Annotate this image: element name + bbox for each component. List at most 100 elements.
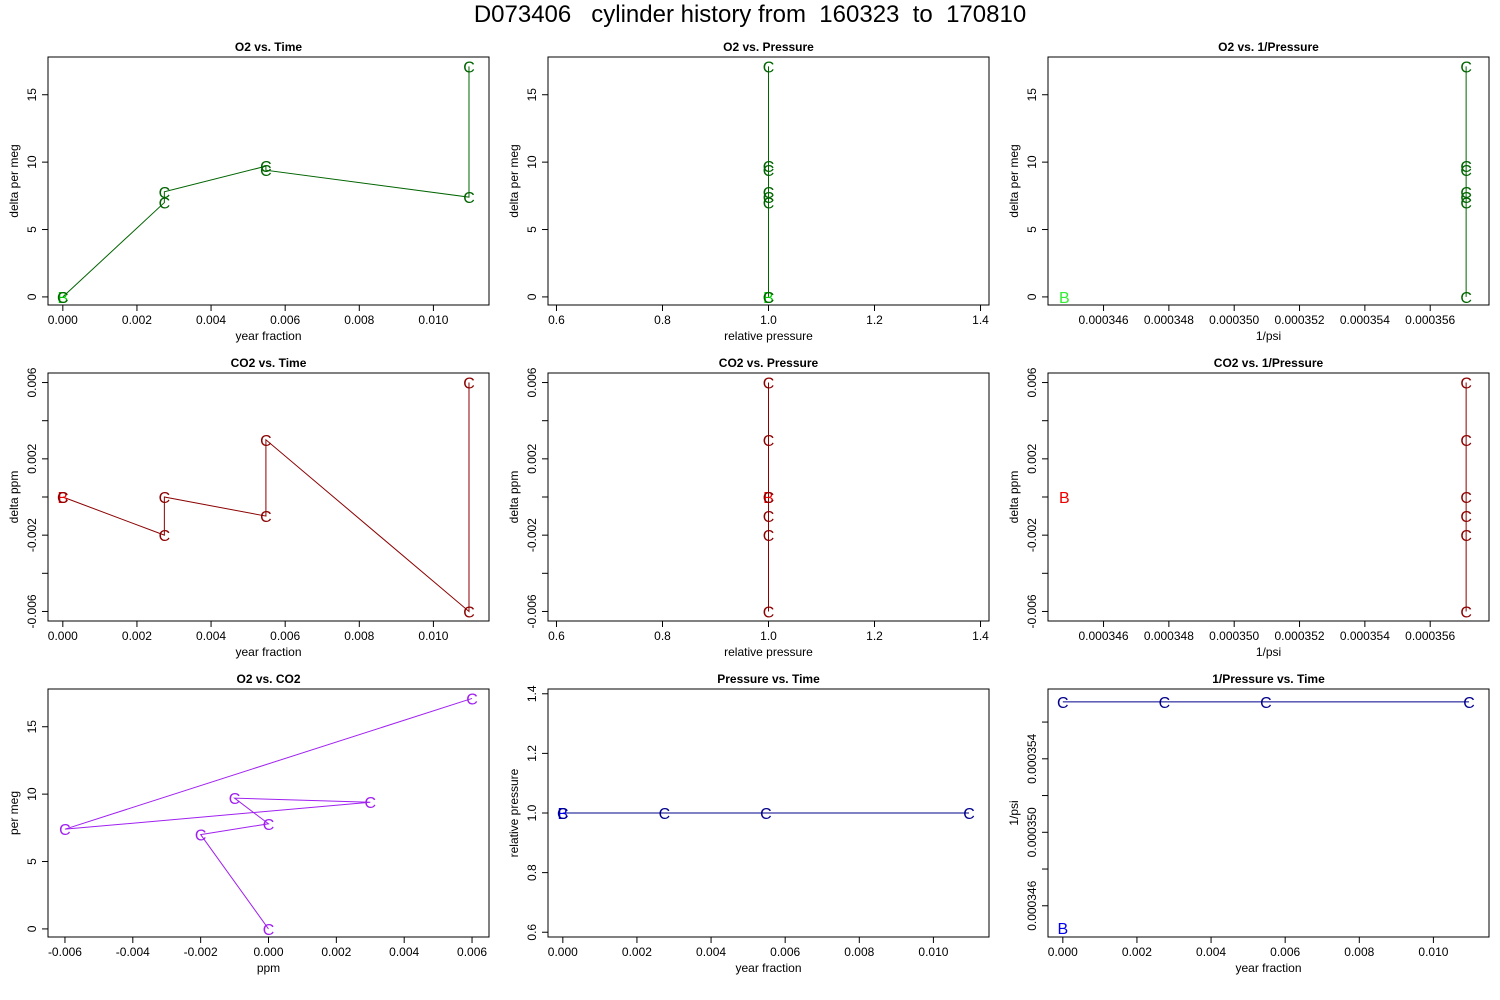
data-point: C (763, 159, 775, 176)
x-tick-label: 1.4 (972, 313, 989, 327)
data-point: C (57, 490, 69, 507)
data-point: B (1059, 490, 1070, 507)
x-tick-label: 0.000346 (1079, 629, 1129, 643)
data-point: C (263, 922, 275, 939)
x-tick-label: 0.6 (548, 629, 565, 643)
y-tick-label: 15 (1025, 88, 1039, 102)
x-tick-label: 0.8 (654, 313, 671, 327)
x-tick-label: 0.000348 (1144, 313, 1194, 327)
x-tick-label: 0.000356 (1405, 629, 1455, 643)
y-axis-label: delta per meg (7, 144, 21, 217)
data-point: C (59, 822, 71, 839)
data-point: C (1460, 490, 1472, 507)
y-tick-label: 0.8 (525, 864, 539, 881)
x-tick-label: 0.8 (654, 629, 671, 643)
x-tick-label: 0.006 (770, 945, 800, 959)
y-tick-label: 0.002 (1025, 444, 1039, 474)
y-axis-label: per meg (7, 791, 21, 835)
series-line (62, 382, 470, 613)
y-axis-label: delta per meg (507, 144, 521, 217)
x-tick-label: 0.002 (122, 629, 152, 643)
data-point: B (763, 290, 774, 307)
y-tick-label: 5 (525, 226, 539, 233)
data-point: C (1460, 196, 1472, 213)
x-tick-label: 0.004 (196, 313, 226, 327)
x-tick-label: 0.008 (344, 313, 374, 327)
data-point: B (57, 490, 68, 507)
y-tick-label: 0 (1025, 293, 1039, 300)
x-tick-label: 1.4 (972, 629, 989, 643)
data-point: C (229, 791, 241, 808)
x-axis-label: relative pressure (724, 645, 813, 659)
x-tick-label: 0.000350 (1209, 313, 1259, 327)
data-point: B (1057, 921, 1068, 938)
data-point: C (195, 828, 207, 845)
x-axis-label: 1/psi (1256, 329, 1281, 343)
y-tick-label: -0.006 (525, 594, 539, 628)
data-point: C (1460, 528, 1472, 545)
y-tick-label: 10 (25, 787, 39, 801)
data-point: C (763, 604, 775, 621)
data-point: C (260, 163, 272, 180)
chart-panel-o2_pressure: O2 vs. Pressure relative pressure delta pe… (507, 40, 990, 343)
data-point: C (260, 159, 272, 176)
data-point: C (963, 806, 975, 823)
data-point: C (1460, 185, 1472, 202)
plot-frame (47, 372, 490, 622)
data-point: C (763, 59, 775, 76)
data-point: C (760, 806, 772, 823)
x-tick-label: 0.6 (548, 313, 565, 327)
y-tick-label: 15 (25, 720, 39, 734)
y-tick-label: 0.000354 (1025, 733, 1039, 783)
data-point: C (159, 196, 171, 213)
chart-title: O2 vs. Pressure (723, 40, 814, 54)
chart-title: O2 vs. 1/Pressure (1218, 40, 1319, 54)
x-tick-label: 0.000 (48, 629, 78, 643)
x-tick-label: 0.000354 (1340, 629, 1390, 643)
data-point: C (263, 817, 275, 834)
data-point: C (159, 528, 171, 545)
data-point: B (763, 490, 774, 507)
data-point: C (159, 185, 171, 202)
data-point: C (763, 185, 775, 202)
y-tick-label: 15 (525, 88, 539, 102)
plot-frame (1047, 688, 1490, 938)
x-tick-label: 0.010 (918, 945, 948, 959)
data-point: B (57, 290, 68, 307)
chart-title: CO2 vs. Pressure (719, 356, 819, 370)
chart-panel-o2_invpressure: O2 vs. 1/Pressure 1/psi delta per meg 0.000… (1007, 40, 1490, 343)
x-tick-label: 1.0 (760, 313, 777, 327)
data-point: C (1460, 509, 1472, 526)
y-axis-label: 1/psi (1007, 800, 1021, 825)
y-tick-label: 10 (525, 155, 539, 169)
x-tick-label: 1.2 (866, 313, 883, 327)
x-tick-label: 1.0 (760, 629, 777, 643)
x-tick-label: 0.000 (48, 313, 78, 327)
data-point: C (463, 190, 475, 207)
y-tick-label: 5 (25, 226, 39, 233)
chart-panel-co2_invpressure: CO2 vs. 1/Pressure 1/psi delta ppm 0.000346… (1007, 356, 1490, 659)
y-tick-label: 15 (25, 88, 39, 102)
page-title: D073406 cylinder history from 160323 to … (473, 1, 1027, 28)
x-tick-label: 0.000 (1048, 945, 1078, 959)
chart-panel-o2_co2: O2 vs. CO2 ppm per meg -0.006 -0.004 -0.002 0.… (7, 672, 490, 975)
y-tick-label: 0.6 (525, 924, 539, 941)
data-point: C (763, 509, 775, 526)
y-tick-label: -0.006 (1025, 594, 1039, 628)
data-point: C (1460, 290, 1472, 307)
x-tick-label: 0.000346 (1079, 313, 1129, 327)
x-tick-label: 0.002 (622, 945, 652, 959)
x-tick-label: 0.006 (457, 945, 487, 959)
x-tick-label: 0.006 (270, 629, 300, 643)
x-tick-label: 0.008 (844, 945, 874, 959)
x-tick-label: -0.002 (184, 945, 218, 959)
data-point: C (260, 433, 272, 450)
data-point: C (466, 691, 478, 708)
x-axis-label: year fraction (235, 645, 301, 659)
y-tick-label: 0.000350 (1025, 807, 1039, 857)
y-axis-label: delta ppm (507, 471, 521, 524)
y-axis-label: delta ppm (1007, 471, 1021, 524)
data-point: C (1159, 695, 1171, 712)
y-tick-label: 1.2 (525, 745, 539, 762)
y-tick-label: 5 (25, 858, 39, 865)
